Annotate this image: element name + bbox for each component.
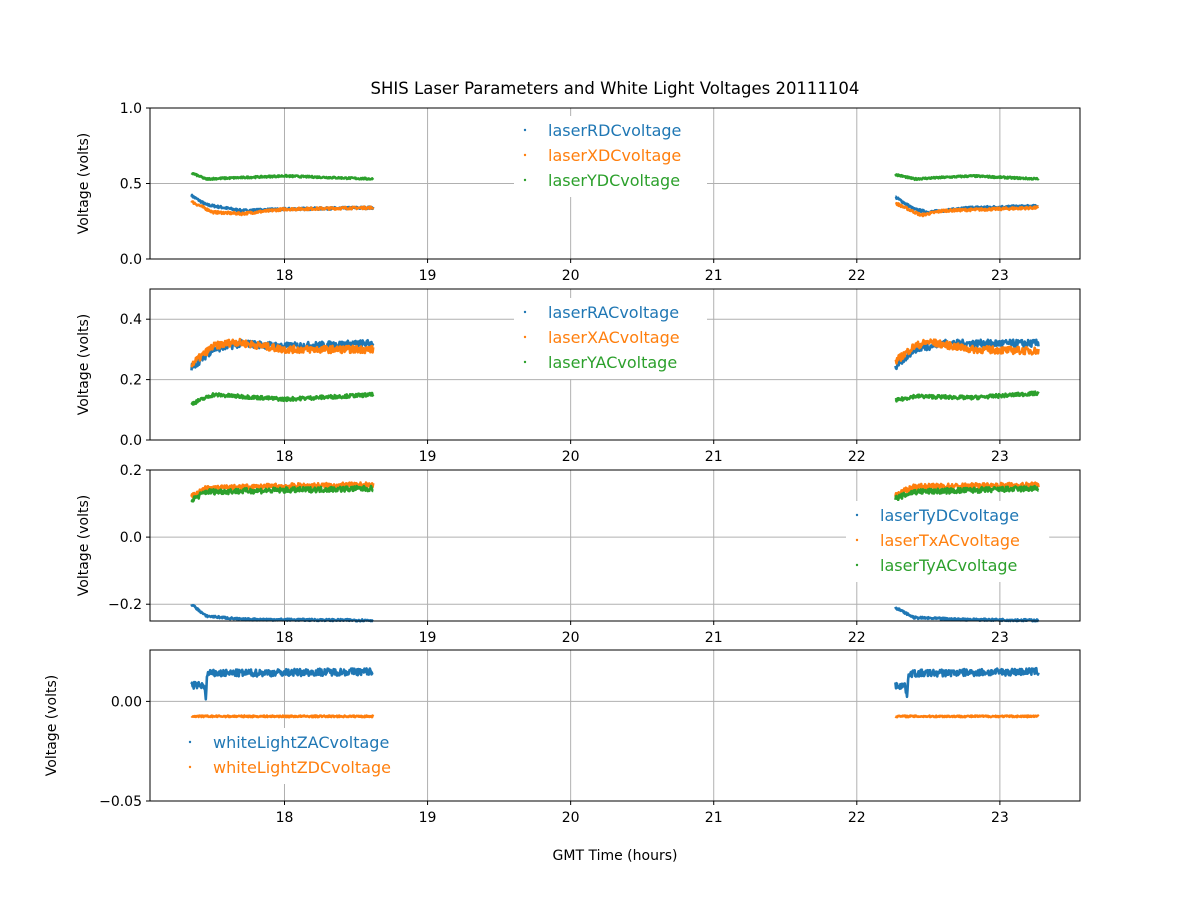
series-laserTxACvoltage xyxy=(894,481,1040,498)
legend-marker xyxy=(188,740,192,744)
legend-label: whiteLightZDCvoltage xyxy=(213,758,391,777)
subplot-2: 18 19 20 21 22 23 0.0 0.2 0.4 Voltage (volts) lase… xyxy=(76,288,1081,465)
y-tick-label: −0.05 xyxy=(99,794,142,810)
series-laserXACvoltage xyxy=(190,337,375,368)
x-tick-label: 22 xyxy=(848,268,866,284)
series-whiteLightZACvoltage xyxy=(190,667,374,701)
legend-background xyxy=(514,116,707,197)
x-tick-label: 20 xyxy=(562,630,580,646)
x-tick-label: 20 xyxy=(562,449,580,465)
x-tick-label: 20 xyxy=(562,268,580,284)
x-tick-label: 18 xyxy=(276,810,294,826)
axes-frame xyxy=(149,469,1081,622)
series-laserTyACvoltage xyxy=(894,484,1040,502)
legend-background xyxy=(846,501,1050,582)
x-tick-label: 19 xyxy=(419,449,437,465)
legend: whiteLightZACvoltage whiteLightZDCvoltage xyxy=(179,728,423,784)
series-laserTyACvoltage xyxy=(190,484,374,503)
legend-marker xyxy=(855,563,859,567)
legend: laserRDCvoltage laserXDCvoltage laserYDCvo… xyxy=(514,116,707,197)
series-laserXACvoltage xyxy=(894,338,1040,365)
legend-marker xyxy=(855,513,859,517)
legend-label: laserRACvoltage xyxy=(548,303,679,322)
legend-label: laserRDCvoltage xyxy=(548,121,681,140)
y-tick-label: 0.2 xyxy=(120,463,142,479)
legend-label: laserTxACvoltage xyxy=(880,531,1020,550)
y-axis-label: Voltage (volts) xyxy=(76,495,92,596)
y-axis-label: Voltage (volts) xyxy=(76,133,92,234)
legend-marker xyxy=(523,153,527,157)
x-tick-label: 23 xyxy=(991,268,1009,284)
x-tick-label: 22 xyxy=(848,449,866,465)
legend-label: laserTyACvoltage xyxy=(880,556,1017,575)
x-tick-label: 19 xyxy=(419,630,437,646)
series-laserYACvoltage xyxy=(190,391,375,406)
y-tick-label: 0.00 xyxy=(111,694,142,710)
y-axis-label: Voltage (volts) xyxy=(76,314,92,415)
series-laserYACvoltage xyxy=(894,390,1040,403)
legend-label: laserXACvoltage xyxy=(548,328,680,347)
y-tick-label: 0.2 xyxy=(120,373,142,389)
legend-label: laserYACvoltage xyxy=(548,353,677,372)
x-tick-label: 23 xyxy=(991,810,1009,826)
x-tick-label: 18 xyxy=(276,268,294,284)
chart-title: SHIS Laser Parameters and White Light Vo… xyxy=(371,79,860,98)
x-tick-label: 18 xyxy=(276,630,294,646)
y-tick-label: 0.0 xyxy=(120,530,142,546)
series-laserTyDCvoltage xyxy=(190,603,374,623)
series-whiteLightZDCvoltage xyxy=(894,714,1040,719)
x-tick-label: 19 xyxy=(419,268,437,284)
y-tick-label: 1.0 xyxy=(120,101,142,117)
x-tick-label: 21 xyxy=(705,268,723,284)
subplot-4: 18 19 20 21 22 23 −0.05 0.00 Voltage (volts) whit… xyxy=(44,649,1081,826)
x-tick-label: 21 xyxy=(705,810,723,826)
legend-background xyxy=(179,728,423,784)
x-tick-label: 23 xyxy=(991,449,1009,465)
legend-label: laserXDCvoltage xyxy=(548,146,681,165)
y-tick-label: 0.0 xyxy=(120,433,142,449)
y-axis-label: Voltage (volts) xyxy=(44,675,60,776)
x-axis-label: GMT Time (hours) xyxy=(553,848,678,864)
legend-marker xyxy=(523,178,527,182)
legend: laserRACvoltage laserXACvoltage laserYACvo… xyxy=(514,298,707,379)
y-tick-label: 0.0 xyxy=(120,252,142,268)
legend-marker xyxy=(855,538,859,542)
y-tick-label: −0.2 xyxy=(108,597,142,613)
series-laserXDCvoltage xyxy=(190,200,375,217)
legend-marker xyxy=(188,765,192,769)
legend-marker xyxy=(523,360,527,364)
x-tick-label: 21 xyxy=(705,630,723,646)
x-tick-label: 18 xyxy=(276,449,294,465)
y-tick-label: 0.5 xyxy=(120,177,142,193)
x-tick-label: 22 xyxy=(848,810,866,826)
axes-frame xyxy=(149,649,1081,802)
legend-background xyxy=(514,298,707,379)
axes-frame xyxy=(149,288,1081,441)
legend-label: laserTyDCvoltage xyxy=(880,506,1019,525)
series-whiteLightZDCvoltage xyxy=(190,714,375,719)
series-laserYDCvoltage xyxy=(894,173,1040,181)
legend-label: laserYDCvoltage xyxy=(548,171,680,190)
legend-marker xyxy=(523,310,527,314)
legend-marker xyxy=(523,128,527,132)
y-tick-label: 0.4 xyxy=(120,312,142,328)
x-tick-label: 22 xyxy=(848,630,866,646)
legend: laserTyDCvoltage laserTxACvoltage laserTyA… xyxy=(846,501,1050,582)
axes-frame xyxy=(149,107,1081,260)
x-tick-label: 20 xyxy=(562,810,580,826)
series-laserYDCvoltage xyxy=(190,172,375,181)
legend-label: whiteLightZACvoltage xyxy=(213,733,389,752)
series-laserTxACvoltage xyxy=(190,481,375,499)
subplot-1: 18 19 20 21 22 23 0.0 0.5 1.0 Voltage (volts) lase… xyxy=(76,101,1081,284)
series-laserTyDCvoltage xyxy=(894,606,1040,623)
series-whiteLightZACvoltage xyxy=(894,666,1040,699)
x-tick-label: 21 xyxy=(705,449,723,465)
x-tick-label: 23 xyxy=(991,630,1009,646)
subplot-3: 18 19 20 21 22 23 −0.2 0.0 0.2 Voltage (volts) las… xyxy=(76,463,1081,646)
x-tick-label: 19 xyxy=(419,810,437,826)
series-laserXDCvoltage xyxy=(894,202,1040,218)
legend-marker xyxy=(523,335,527,339)
